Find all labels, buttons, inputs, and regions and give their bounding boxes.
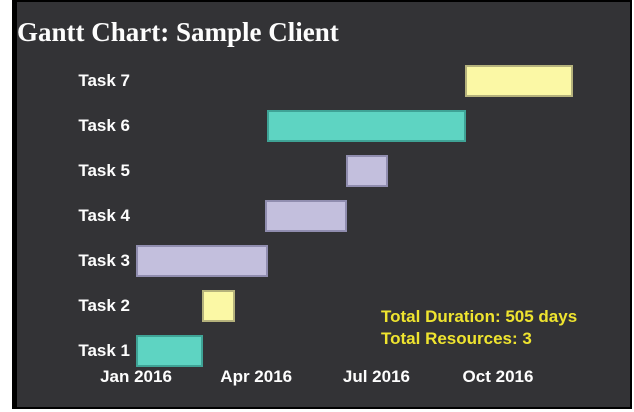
x-axis-tick-label: Oct 2016: [462, 367, 534, 386]
task-label-task-5: Task 5: [78, 161, 130, 180]
task-label-task-3: Task 3: [78, 251, 130, 270]
x-axis-tick-label: Jan 2016: [100, 367, 172, 386]
gantt-bar-task-5: [346, 155, 389, 187]
totals-annotation: Total Duration: 505 days Total Resources…: [381, 306, 601, 350]
gantt-bar-task-2: [202, 290, 236, 322]
task-label-task-7: Task 7: [78, 71, 130, 90]
gantt-bar-task-1: [136, 335, 204, 367]
gantt-bar-task-6: [266, 110, 467, 142]
task-label-task-1: Task 1: [78, 341, 130, 360]
x-axis-tick-label: Jul 2016: [342, 367, 410, 386]
gantt-bar-task-3: [136, 245, 269, 277]
gantt-bar-task-7: [464, 65, 574, 97]
gantt-bar-task-4: [265, 200, 348, 232]
total-duration-text: Total Duration: 505 days: [381, 307, 578, 326]
total-resources-text: Total Resources: 3: [381, 329, 532, 348]
chart-title: Gantt Chart: Sample Client: [17, 17, 339, 47]
task-label-task-4: Task 4: [78, 206, 130, 225]
task-label-task-6: Task 6: [78, 116, 130, 135]
x-axis-tick-label: Apr 2016: [220, 367, 293, 386]
task-label-task-2: Task 2: [78, 296, 130, 315]
